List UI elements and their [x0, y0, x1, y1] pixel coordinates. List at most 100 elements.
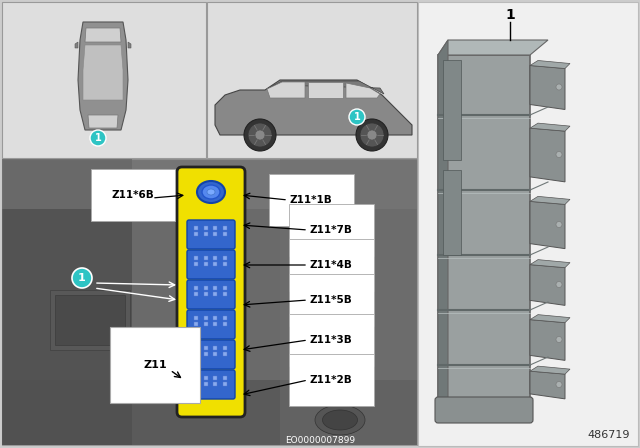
Polygon shape: [530, 371, 565, 399]
Text: 1: 1: [354, 112, 360, 122]
Polygon shape: [530, 265, 565, 306]
Bar: [443, 170, 461, 255]
Bar: [194, 256, 198, 260]
Polygon shape: [530, 319, 565, 360]
Bar: [2, 159, 417, 209]
Polygon shape: [530, 196, 570, 204]
FancyBboxPatch shape: [187, 370, 235, 399]
Circle shape: [244, 119, 276, 151]
Ellipse shape: [323, 410, 358, 430]
Circle shape: [556, 336, 562, 343]
Bar: [204, 226, 208, 230]
Bar: [213, 376, 218, 380]
Circle shape: [248, 123, 272, 147]
Bar: [213, 322, 218, 326]
Polygon shape: [78, 22, 128, 130]
Polygon shape: [308, 82, 343, 98]
Polygon shape: [530, 128, 565, 182]
Bar: [213, 256, 218, 260]
Text: Z11*6B: Z11*6B: [111, 190, 154, 200]
Bar: [213, 346, 218, 350]
Polygon shape: [215, 80, 412, 135]
Bar: [213, 286, 218, 290]
FancyBboxPatch shape: [435, 397, 533, 423]
Bar: [213, 382, 218, 386]
Bar: [194, 376, 198, 380]
Polygon shape: [530, 260, 570, 267]
Circle shape: [90, 130, 106, 146]
Bar: [194, 226, 198, 230]
Bar: [223, 286, 227, 290]
Bar: [204, 316, 208, 320]
Circle shape: [556, 221, 562, 228]
Bar: [223, 382, 227, 386]
Circle shape: [556, 281, 562, 288]
Polygon shape: [438, 40, 548, 55]
Bar: [204, 232, 208, 236]
Bar: [280, 159, 417, 445]
Bar: [223, 322, 227, 326]
Circle shape: [556, 84, 562, 90]
Text: EO0000007899: EO0000007899: [285, 435, 355, 444]
Bar: [55, 295, 125, 345]
Bar: [418, 2, 638, 446]
Bar: [438, 55, 530, 415]
Bar: [204, 352, 208, 356]
Circle shape: [356, 119, 388, 151]
Bar: [223, 262, 227, 266]
Bar: [223, 232, 227, 236]
Bar: [204, 286, 208, 290]
Bar: [194, 262, 198, 266]
Polygon shape: [530, 366, 570, 374]
Text: Z11*7B: Z11*7B: [310, 225, 353, 235]
Text: Z11*4B: Z11*4B: [310, 260, 353, 270]
Polygon shape: [346, 83, 380, 98]
Text: Z11*3B: Z11*3B: [310, 335, 353, 345]
Bar: [213, 262, 218, 266]
Ellipse shape: [202, 185, 220, 199]
Bar: [213, 316, 218, 320]
Bar: [204, 262, 208, 266]
Bar: [194, 352, 198, 356]
Bar: [204, 292, 208, 296]
Polygon shape: [267, 82, 305, 98]
Bar: [2, 159, 417, 445]
Polygon shape: [85, 28, 121, 42]
Polygon shape: [530, 60, 570, 69]
Circle shape: [556, 382, 562, 388]
Bar: [207, 2, 417, 158]
Bar: [213, 352, 218, 356]
Text: 486719: 486719: [588, 430, 630, 440]
Polygon shape: [438, 40, 448, 415]
Circle shape: [556, 151, 562, 158]
Bar: [213, 226, 218, 230]
Bar: [194, 322, 198, 326]
Bar: [194, 316, 198, 320]
Polygon shape: [88, 115, 118, 128]
Text: Z11*2B: Z11*2B: [310, 375, 353, 385]
Text: 1: 1: [95, 133, 101, 143]
FancyBboxPatch shape: [187, 250, 235, 279]
Text: Z11: Z11: [143, 360, 167, 370]
Circle shape: [72, 268, 92, 288]
Bar: [194, 286, 198, 290]
Bar: [204, 376, 208, 380]
Polygon shape: [530, 65, 565, 109]
Bar: [2, 159, 132, 445]
Circle shape: [360, 123, 384, 147]
Bar: [213, 292, 218, 296]
Polygon shape: [530, 201, 565, 249]
FancyBboxPatch shape: [187, 220, 235, 249]
Ellipse shape: [315, 405, 365, 435]
Text: Z11*1B: Z11*1B: [290, 195, 333, 205]
Bar: [204, 382, 208, 386]
Bar: [194, 346, 198, 350]
Bar: [204, 346, 208, 350]
Ellipse shape: [207, 189, 215, 195]
Bar: [223, 346, 227, 350]
Bar: [194, 292, 198, 296]
Polygon shape: [128, 42, 131, 48]
Polygon shape: [75, 42, 78, 48]
Bar: [50, 290, 130, 350]
Bar: [204, 256, 208, 260]
